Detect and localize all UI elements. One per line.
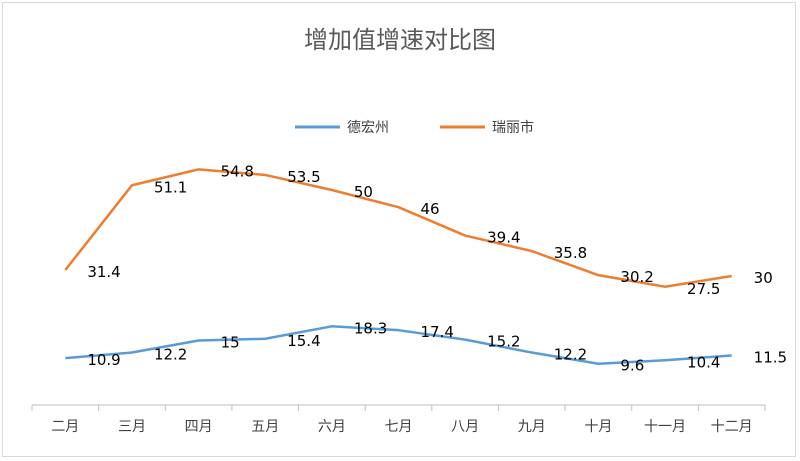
legend-label: 德宏州: [347, 120, 389, 136]
data-label: 30: [754, 269, 773, 287]
data-label: 54.8: [221, 162, 254, 180]
chart-title: 增加值增速对比图: [304, 26, 496, 54]
x-tick-label: 六月: [318, 419, 346, 435]
x-tick-label: 八月: [451, 419, 479, 435]
data-label: 27.5: [687, 280, 720, 298]
data-label: 35.8: [554, 244, 587, 262]
x-tick-label: 二月: [51, 419, 79, 435]
data-label: 51.1: [154, 178, 187, 196]
data-label: 11.5: [754, 349, 787, 367]
data-label: 46: [421, 200, 440, 218]
data-label: 9.6: [620, 357, 644, 375]
x-tick-label: 五月: [251, 419, 279, 435]
data-label: 15.4: [287, 332, 320, 350]
x-tick-label: 三月: [118, 419, 146, 435]
chart-frame: [2, 2, 796, 457]
x-tick-label: 四月: [185, 419, 213, 435]
data-label: 30.2: [620, 268, 653, 286]
x-tick-label: 九月: [518, 419, 546, 435]
data-label: 12.2: [154, 346, 187, 364]
data-label: 12.2: [554, 346, 587, 364]
x-tick-label: 十一月: [644, 419, 686, 435]
data-label: 10.9: [87, 351, 120, 369]
data-label: 53.5: [287, 168, 320, 186]
x-tick-label: 十月: [584, 419, 612, 435]
data-label: 31.4: [87, 263, 120, 281]
data-label: 39.4: [487, 229, 520, 247]
x-tick-label: 七月: [385, 419, 413, 435]
data-label: 15.2: [487, 333, 520, 351]
data-label: 18.3: [354, 319, 387, 337]
data-label: 10.4: [687, 353, 720, 371]
legend-label: 瑞丽市: [492, 119, 534, 136]
x-tick-label: 十二月: [711, 419, 753, 435]
data-label: 15: [221, 334, 240, 352]
data-label: 50: [354, 183, 373, 201]
x-axis: 二月 三月 四月 五月 六月 七月 八月 九月 十月 十一月 十二月: [31, 404, 766, 435]
legend: 德宏州 瑞丽市: [295, 119, 534, 136]
series-lines: 10.9 12.2 15 15.4 18.3 17.4 15.2 12.2 9.6 10.4 11.…: [64, 162, 787, 375]
data-label: 17.4: [421, 323, 454, 341]
